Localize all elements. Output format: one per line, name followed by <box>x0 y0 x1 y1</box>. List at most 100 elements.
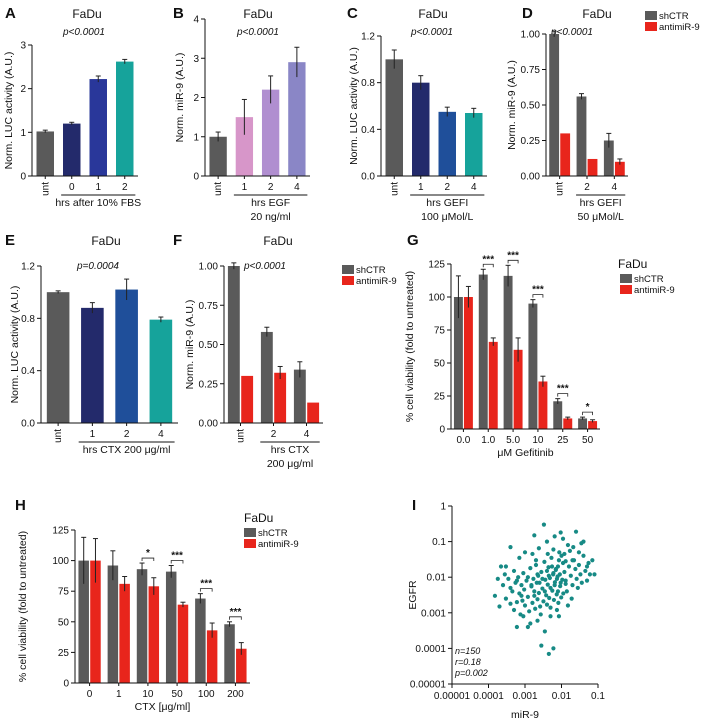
bar-shCTR-0 <box>78 560 89 683</box>
legend-label-antimiR-9: antimiR-9 <box>356 276 397 287</box>
x-tick-label: 2 <box>584 182 590 193</box>
bar-unt <box>385 59 403 177</box>
y-tick-label: 0.4 <box>361 125 375 136</box>
chart-title: FaDu <box>243 7 272 21</box>
scatter-point <box>562 569 567 575</box>
bar-1 <box>412 82 430 176</box>
bar-unt <box>209 136 227 176</box>
x-tick-label: unt <box>555 182 566 196</box>
scatter-point <box>563 581 568 586</box>
chart-f: F FaDu p<0.0001 0.00 0.25 0.50 0.75 1.00 Norm. m… <box>173 232 397 470</box>
scatter-point <box>541 522 547 527</box>
x-tick-label: 1 <box>90 429 96 440</box>
x-axis-label: miR-9 <box>511 709 539 721</box>
significance-label: *** <box>482 254 494 265</box>
x-axis-label: hrs GEFI <box>580 197 622 209</box>
scatter-point <box>545 551 550 557</box>
scatter-point <box>527 609 532 614</box>
significance-label: *** <box>230 607 242 618</box>
x-tick-label: unt <box>213 182 224 196</box>
scatter-point <box>556 614 562 619</box>
y-axis-label: Norm. miR-9 (A.U.) <box>184 300 196 390</box>
scatter-point <box>543 577 548 582</box>
scatter-point <box>587 572 593 577</box>
y-tick-label: 0 <box>193 172 199 183</box>
bar-antimiR-9-0.0 <box>463 297 473 429</box>
bar-antimiR-9-2 <box>587 158 598 176</box>
scatter-point <box>560 536 566 541</box>
bar-0 <box>63 123 81 176</box>
legend-swatch-shCTR <box>342 265 354 274</box>
scatter-point <box>586 560 591 566</box>
panel-letter-d: D <box>522 5 533 22</box>
scatter-point <box>534 580 539 585</box>
scatter-point <box>584 578 590 583</box>
scatter-point <box>568 573 573 578</box>
significance-bracket <box>199 588 213 592</box>
bar-4 <box>149 319 173 423</box>
chart-title: FaDu <box>618 257 647 271</box>
bar-shCTR-10 <box>136 569 148 683</box>
bar-shCTR-100 <box>195 598 206 683</box>
legend-label-shCTR: shCTR <box>634 274 664 285</box>
stats-label: r=0.18 <box>455 657 481 667</box>
x-tick-label: 5.0 <box>506 435 520 446</box>
scatter-point <box>492 593 498 598</box>
x-axis-label: μM Gefitinib <box>497 447 553 459</box>
legend-swatch-shCTR <box>244 528 256 537</box>
scatter-point <box>522 550 528 555</box>
y-tick-label: 0.0 <box>361 172 375 183</box>
chart-title: FaDu <box>263 234 292 248</box>
bar-antimiR-9-2 <box>274 372 287 423</box>
panel-letter-f: F <box>173 232 182 249</box>
significance-bracket <box>532 294 544 298</box>
bar-antimiR-9-unt <box>241 375 254 423</box>
p-value-label: p<0.0001 <box>410 27 453 38</box>
scatter-point <box>555 574 560 579</box>
y-tick-label: 0.0 <box>21 419 35 430</box>
y-tick-label: 125 <box>428 260 445 271</box>
x-tick-label: 25 <box>557 435 569 446</box>
significance-label: *** <box>507 250 519 261</box>
bar-2 <box>116 61 134 176</box>
scatter-point <box>533 606 538 611</box>
legend-swatch-antimiR-9 <box>620 285 632 294</box>
y-tick-label: 50 <box>58 617 70 628</box>
x-tick-label: 4 <box>304 429 310 440</box>
scatter-point <box>536 590 541 596</box>
significance-bracket <box>482 263 494 268</box>
scatter-point <box>551 646 556 651</box>
scatter-point <box>522 603 528 608</box>
bar-antimiR-9-4 <box>614 161 625 176</box>
x-tick-label: 1 <box>242 182 248 193</box>
legend-swatch-antimiR-9 <box>244 539 256 548</box>
scatter-point <box>544 539 550 544</box>
scatter-point <box>584 564 590 569</box>
y-axis-label: Norm. LUC activity (A.U.) <box>348 47 360 165</box>
bar-antimiR-9-5.0 <box>513 349 523 429</box>
bar-antimiR-9-1 <box>119 583 130 683</box>
legend-swatch-shCTR <box>645 11 657 20</box>
y-tick-label: 0.00001 <box>410 680 447 691</box>
x-axis-label: 50 μMol/L <box>578 211 624 223</box>
x-tick-label: unt <box>40 182 51 196</box>
significance-label: * <box>146 548 150 559</box>
scatter-point <box>514 599 520 605</box>
bar-antimiR-9-10 <box>538 381 548 429</box>
chart-d: D FaDu p<0.0001 0.00 0.25 0.50 0.75 1.00 Norm. m… <box>506 5 700 223</box>
panel-letter-e: E <box>5 232 15 249</box>
scatter-point <box>525 594 530 599</box>
x-tick-label: unt <box>53 429 64 443</box>
y-tick-label: 0.4 <box>21 366 35 377</box>
scatter-point <box>546 651 551 657</box>
scatter-point <box>503 596 509 601</box>
scatter-point <box>549 555 554 560</box>
scatter-point <box>578 572 583 577</box>
x-tick-label: 50 <box>172 689 184 700</box>
scatter-point <box>522 587 527 592</box>
scatter-point <box>510 589 515 594</box>
bar-antimiR-9-100 <box>206 630 218 683</box>
scatter-point <box>559 595 564 600</box>
scatter-point <box>511 607 517 613</box>
